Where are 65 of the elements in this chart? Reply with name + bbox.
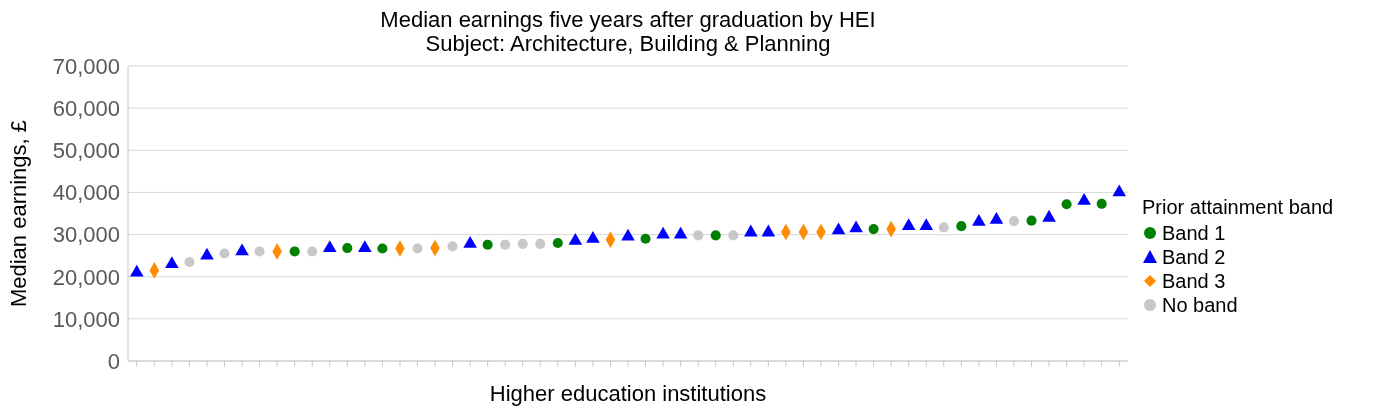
point (500, 239, 511, 250)
point (235, 243, 249, 256)
point (989, 211, 1004, 224)
point (129, 264, 144, 277)
point (568, 233, 583, 245)
point (307, 246, 318, 257)
point (1077, 193, 1091, 205)
point (552, 237, 563, 249)
point (656, 226, 670, 239)
point (517, 238, 528, 249)
point (1042, 209, 1056, 222)
point (673, 226, 688, 239)
legend-title: Prior attainment band (1142, 196, 1334, 219)
point (640, 233, 651, 244)
point (868, 224, 879, 235)
point (728, 230, 739, 241)
legend-label: Band 1 (1162, 221, 1226, 245)
point (482, 239, 493, 250)
point (184, 256, 195, 267)
point (447, 241, 458, 252)
point (358, 240, 372, 252)
point (200, 247, 214, 260)
point (165, 256, 179, 268)
point (219, 248, 230, 259)
point (1096, 198, 1107, 209)
point (1008, 216, 1020, 227)
point (342, 243, 353, 254)
x-axis-title: Higher education institutions (489, 381, 767, 406)
point (744, 224, 758, 237)
point (956, 221, 967, 232)
point (693, 230, 704, 241)
point (761, 224, 776, 237)
point (710, 230, 721, 241)
point (1112, 184, 1127, 197)
chart-title: Median earnings five years after graduation by HEI (379, 7, 877, 32)
y-tick-label: 70,000 (52, 53, 120, 79)
point (972, 214, 986, 226)
point (254, 246, 265, 257)
point (412, 243, 423, 254)
point (1061, 199, 1072, 210)
point (289, 246, 300, 257)
chart-subtitle: Subject: Architecture, Building & Planning (425, 31, 831, 56)
point (1026, 215, 1037, 226)
point (535, 238, 546, 249)
y-tick-label: 0 (107, 348, 120, 374)
y-tick-label: 40,000 (52, 180, 120, 206)
y-tick-label: 60,000 (52, 95, 120, 121)
point (938, 222, 949, 233)
y-tick-label: 30,000 (52, 222, 120, 248)
point (586, 230, 600, 243)
point (831, 222, 846, 235)
legend-label: Band 3 (1162, 269, 1226, 293)
y-tick-label: 20,000 (52, 264, 120, 290)
point (849, 220, 863, 233)
point (463, 235, 477, 248)
point (901, 218, 916, 231)
point (377, 243, 388, 254)
legend-label: No band (1162, 293, 1238, 317)
legend-label: Band 2 (1162, 245, 1226, 269)
y-tick-label: 10,000 (52, 306, 120, 332)
y-tick-label: 50,000 (52, 138, 120, 164)
point (621, 228, 635, 241)
point (322, 240, 337, 252)
y-axis-title: Median earnings, £ (5, 119, 31, 308)
point (919, 218, 934, 231)
